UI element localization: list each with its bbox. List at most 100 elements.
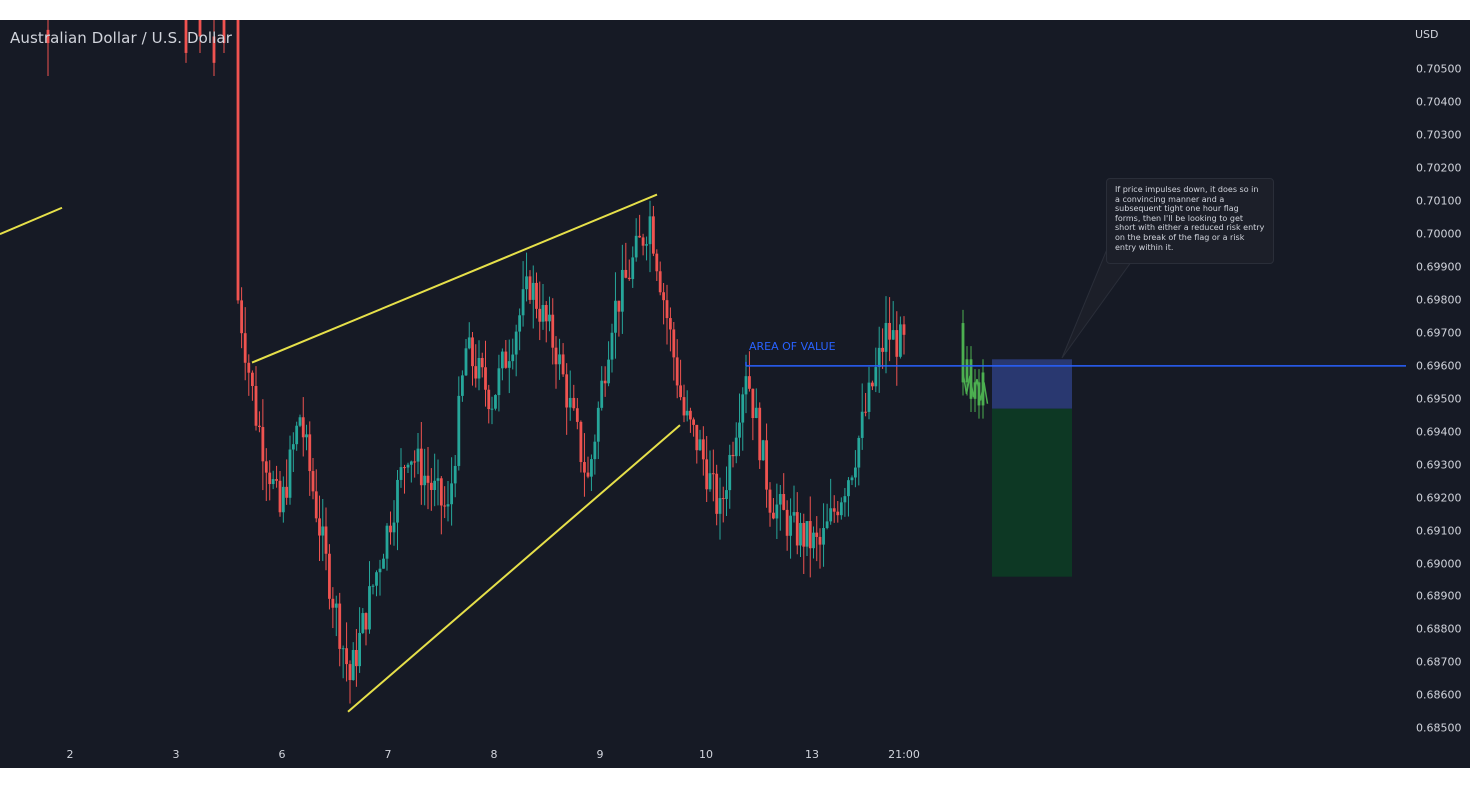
candle-body (487, 389, 491, 410)
projection-path (962, 372, 989, 404)
candle-body (860, 411, 864, 438)
candle-body (610, 332, 614, 360)
candle-body (243, 333, 247, 363)
candle-body (544, 304, 548, 322)
candle-body (624, 269, 628, 278)
candle-body (368, 586, 371, 630)
candle-body (261, 427, 265, 462)
candle-body (471, 337, 474, 367)
price-tick: 0.68500 (1416, 721, 1462, 735)
candle-body (672, 329, 676, 358)
candle-body (474, 366, 478, 379)
candle-body (264, 461, 268, 473)
candle-body (348, 664, 352, 681)
candle-body (281, 486, 285, 513)
candle-body (531, 282, 535, 300)
candle-body (247, 362, 251, 373)
candle-body (634, 235, 638, 258)
candle-body (895, 330, 899, 357)
price-tick: 0.68600 (1416, 688, 1462, 702)
price-tick: 0.69400 (1416, 425, 1462, 439)
candle-body (839, 502, 843, 516)
candle-body (617, 300, 621, 312)
candle-body (665, 300, 669, 319)
candle-body (731, 454, 735, 457)
candle-body (450, 483, 453, 505)
candle-body (593, 441, 597, 460)
candle-body (799, 522, 802, 546)
candle-body (765, 440, 768, 490)
price-tick: 0.69900 (1416, 260, 1462, 274)
candle-body (331, 598, 335, 608)
candle-body (772, 512, 775, 519)
candle-body (285, 486, 289, 498)
candle-body (538, 308, 542, 322)
candle-body (847, 480, 850, 497)
candle-body (579, 421, 583, 463)
candle-body (500, 351, 504, 369)
candle-body (695, 424, 699, 451)
candle-body (775, 504, 779, 519)
price-tick: 0.69000 (1416, 557, 1462, 571)
candle-body (528, 276, 532, 300)
candle-body (278, 480, 282, 513)
candle-body (645, 244, 648, 246)
time-tick: 8 (490, 748, 498, 761)
candle-body (825, 521, 829, 529)
candle-body (389, 525, 392, 533)
candle-body (535, 282, 538, 309)
candle-body (240, 300, 243, 334)
candle-body (361, 613, 365, 633)
candle-body (355, 649, 358, 667)
candle-body (541, 304, 545, 322)
time-tick: 3 (172, 748, 180, 761)
candle-body (620, 269, 624, 312)
price-tick: 0.70200 (1416, 161, 1462, 175)
candle-body (682, 397, 686, 416)
candle-body (416, 448, 420, 462)
candle-body (403, 467, 406, 469)
candle-body (705, 459, 709, 490)
price-chart[interactable] (0, 20, 1470, 768)
candle-body (525, 276, 528, 290)
candle-body (371, 585, 375, 587)
candle-body (679, 385, 682, 398)
price-tick: 0.70400 (1416, 95, 1462, 109)
candle-body (419, 448, 423, 486)
candle-body (902, 324, 906, 335)
take-profit-zone (992, 408, 1072, 577)
projection-candle (961, 323, 965, 383)
candle-body (439, 478, 443, 506)
trade-idea-note[interactable]: If price impulses down, it does so in a … (1106, 178, 1274, 264)
candle-body (511, 354, 515, 362)
price-tick: 0.68700 (1416, 655, 1462, 669)
chart-frame[interactable]: Australian Dollar / U.S. Dollar USD 0.70… (0, 20, 1470, 768)
candle-body (751, 388, 755, 419)
candle-body (744, 376, 748, 395)
candle-body (728, 454, 732, 491)
candle-body (324, 526, 328, 554)
candle-body (607, 359, 610, 384)
candle-body (583, 462, 586, 473)
candle-body (641, 237, 645, 246)
candle-body (318, 518, 321, 536)
candle-body (268, 472, 272, 485)
candle-body (669, 318, 672, 330)
candle-body (655, 253, 659, 272)
candle-body (815, 532, 819, 537)
candle-body (518, 315, 522, 332)
price-tick: 0.68900 (1416, 589, 1462, 603)
candle-body (758, 407, 762, 461)
candle-body (596, 407, 600, 442)
candle-body (864, 411, 867, 413)
candle-body (551, 314, 555, 348)
price-tick: 0.70300 (1416, 128, 1462, 142)
candle-body (638, 235, 642, 238)
candle-body (734, 437, 738, 457)
candle-body (701, 439, 705, 460)
candle-body (392, 522, 396, 533)
price-tick: 0.68800 (1416, 622, 1462, 636)
candle-body (433, 480, 437, 490)
candle-body (648, 216, 652, 245)
candle-body (271, 479, 275, 485)
